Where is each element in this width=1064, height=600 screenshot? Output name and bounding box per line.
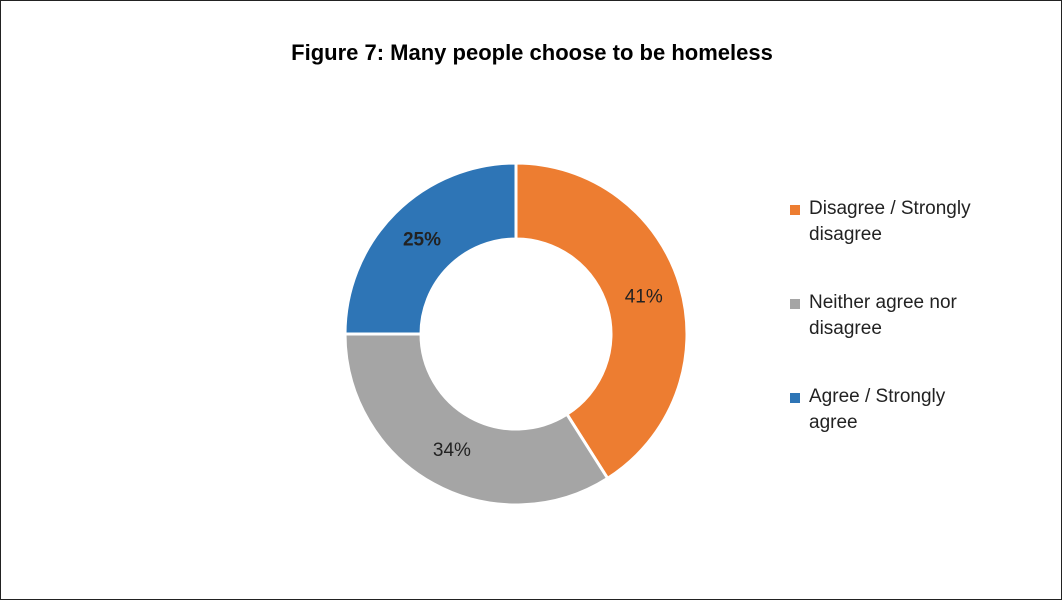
chart-title: Figure 7: Many people choose to be homel…: [291, 40, 773, 65]
slice-label-agree: 25%: [403, 229, 441, 250]
legend-label-disagree: Disagree / Strongly disagree: [809, 198, 971, 245]
legend: Disagree / Strongly disagree Neither agr…: [790, 196, 1030, 478]
slice-label-disagree: 41%: [625, 286, 663, 307]
slice-agree: [343, 161, 518, 336]
legend-swatch-neither: [790, 299, 800, 309]
legend-item-disagree: Disagree / Strongly disagree: [790, 196, 1030, 290]
legend-swatch-agree: [790, 393, 800, 403]
slice-label-neither: 34%: [433, 440, 471, 461]
legend-item-agree: Agree / Strongly agree: [790, 384, 1030, 478]
slice-neither: [343, 332, 610, 507]
legend-swatch-disagree: [790, 205, 800, 215]
legend-item-neither: Neither agree nor disagree: [790, 290, 1030, 384]
legend-label-agree: Agree / Strongly agree: [809, 386, 946, 433]
legend-label-neither: Neither agree nor disagree: [809, 292, 957, 339]
slice-disagree: [514, 161, 689, 481]
